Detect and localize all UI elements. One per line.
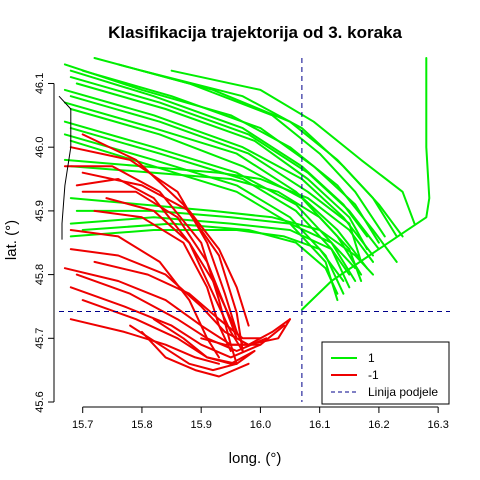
- legend-label: Linija podjele: [368, 385, 438, 399]
- trajectory-class-minus-1-30: [93, 209, 232, 352]
- y-tick-label: 46.0: [34, 136, 46, 157]
- legend: 1 -1 Linija podjele: [321, 341, 450, 405]
- trajectory-class-minus-1-39: [152, 318, 256, 365]
- trajectory-class-1-2: [81, 69, 380, 244]
- trajectory-class-1-6: [69, 95, 363, 263]
- trajectory-class-1-8: [69, 108, 363, 276]
- x-tick-label: 16.3: [427, 419, 448, 431]
- trajectory-class-minus-1-41: [200, 318, 291, 346]
- trajectory-class-minus-1-35: [69, 286, 262, 359]
- y-axis-label: lat. (°): [3, 220, 20, 260]
- trajectory-class-1-23: [81, 222, 339, 295]
- y-axis: 45.6 45.7 45.8 45.9 46.0 46.1: [34, 73, 55, 413]
- x-axis-label: long. (°): [229, 450, 282, 467]
- trajectory-class-1-19: [69, 165, 363, 282]
- trajectory-class-1-24: [69, 229, 345, 282]
- trajectory-class-minus-1-44: [93, 260, 262, 340]
- y-tick-label: 45.6: [34, 391, 46, 412]
- trajectory-class-minus-1-36: [81, 299, 256, 365]
- y-tick-label: 45.7: [34, 328, 46, 349]
- trajectory-class-1-7: [63, 101, 369, 270]
- x-tick-label: 16.2: [368, 419, 389, 431]
- trajectory-class-1-12: [69, 139, 339, 302]
- trajectory-class-minus-1-42: [81, 171, 250, 327]
- x-tick-label: 15.8: [131, 419, 152, 431]
- trajectory-class-minus-1-38: [129, 324, 238, 372]
- legend-box: [321, 341, 450, 405]
- trajectory-class-minus-1-37: [69, 318, 220, 365]
- region-border-line: [58, 95, 72, 240]
- trajectory-class-minus-1-43: [105, 197, 244, 346]
- x-tick-label: 15.7: [72, 419, 93, 431]
- x-tick-label: 16.0: [250, 419, 271, 431]
- trajectory-class-minus-1-31: [69, 229, 220, 359]
- y-tick-label: 45.8: [34, 264, 46, 285]
- legend-label: 1: [368, 351, 375, 365]
- trajectory-class-minus-1-40: [140, 330, 250, 378]
- trajectory-class-1-16: [140, 69, 404, 238]
- trajectory-class-1-15: [170, 69, 416, 225]
- trajectory-class-1-10: [69, 127, 351, 289]
- x-tick-label: 16.1: [309, 419, 330, 431]
- chart-title: Klasifikacija trajektorija od 3. koraka: [108, 23, 402, 42]
- y-tick-label: 45.9: [34, 200, 46, 221]
- trajectory-class-1-3: [69, 76, 380, 251]
- trajectory-class-1-21: [75, 209, 357, 270]
- legend-label: -1: [368, 368, 379, 382]
- trajectory-class-1-22: [69, 216, 351, 276]
- x-axis: 15.7 15.8 15.9 16.0 16.1 16.2 16.3: [72, 406, 449, 431]
- x-tick-label: 15.9: [190, 419, 211, 431]
- trajectory-class-1-4: [75, 82, 369, 251]
- trajectory-layer: [58, 57, 431, 378]
- y-tick-label: 46.1: [34, 73, 46, 94]
- trajectory-class-1-0: [63, 63, 398, 263]
- trajectory-class-minus-1-27: [81, 133, 244, 352]
- trajectory-class-minus-1-34: [75, 273, 268, 352]
- trajectory-class-minus-1-32: [69, 248, 291, 346]
- trajectory-class-1-20: [69, 197, 374, 276]
